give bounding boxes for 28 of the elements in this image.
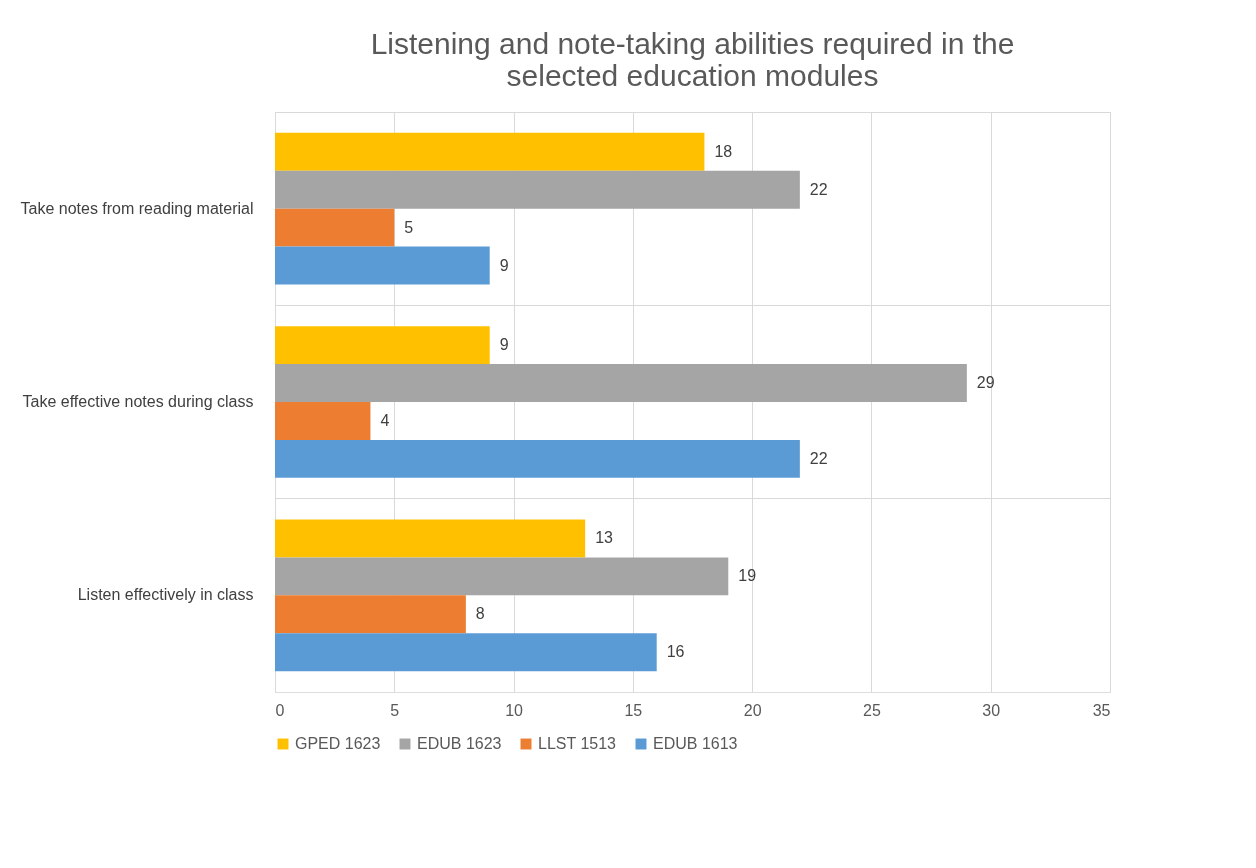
y-tick-label: Take effective notes during class	[22, 393, 254, 410]
x-tick-label: 0	[275, 701, 285, 719]
data-label: 4	[380, 411, 390, 429]
data-label: 9	[499, 256, 509, 274]
data-label: 22	[809, 180, 828, 198]
legend-label: LLST 1513	[538, 735, 617, 752]
legend-label: EDUB 1613	[653, 735, 738, 752]
y-tick-label: Listen effectively in class	[77, 586, 254, 604]
data-label: 19	[738, 567, 757, 585]
x-tick-label: 25	[863, 701, 881, 719]
data-label: 18	[714, 142, 733, 160]
x-tick-label: 20	[743, 701, 762, 719]
data-label: 22	[809, 449, 828, 467]
chart-title: Listening and note-taking abilities required in the selected education modules	[370, 27, 1015, 92]
x-tick-label: 5	[390, 701, 400, 719]
x-tick-label: 15	[624, 701, 643, 719]
data-label: 29	[976, 374, 995, 392]
data-label: 16	[666, 643, 685, 661]
legend-label: EDUB 1623	[417, 735, 502, 752]
x-tick-label: 10	[505, 701, 524, 719]
legend-label: GPED 1623	[295, 735, 381, 752]
data-label: 9	[499, 336, 509, 354]
x-tick-label: 35	[1092, 701, 1111, 719]
x-tick-label: 30	[982, 701, 1001, 719]
data-label: 8	[475, 605, 485, 623]
y-tick-label: Take notes from reading material	[20, 199, 254, 217]
data-label: 13	[595, 529, 614, 547]
data-label: 5	[404, 218, 414, 236]
